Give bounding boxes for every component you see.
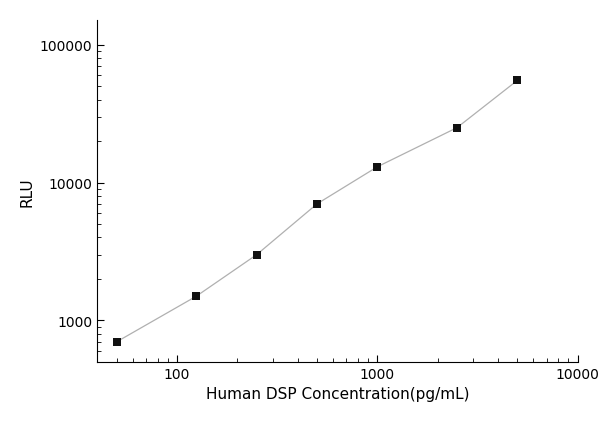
Point <box>373 164 382 171</box>
Point <box>312 201 322 208</box>
Y-axis label: RLU: RLU <box>19 177 34 207</box>
Point <box>452 125 462 132</box>
Point <box>112 339 122 345</box>
X-axis label: Human DSP Concentration(pg/mL): Human DSP Concentration(pg/mL) <box>206 386 469 401</box>
Point <box>192 293 201 300</box>
Point <box>252 252 261 259</box>
Point <box>513 78 522 85</box>
